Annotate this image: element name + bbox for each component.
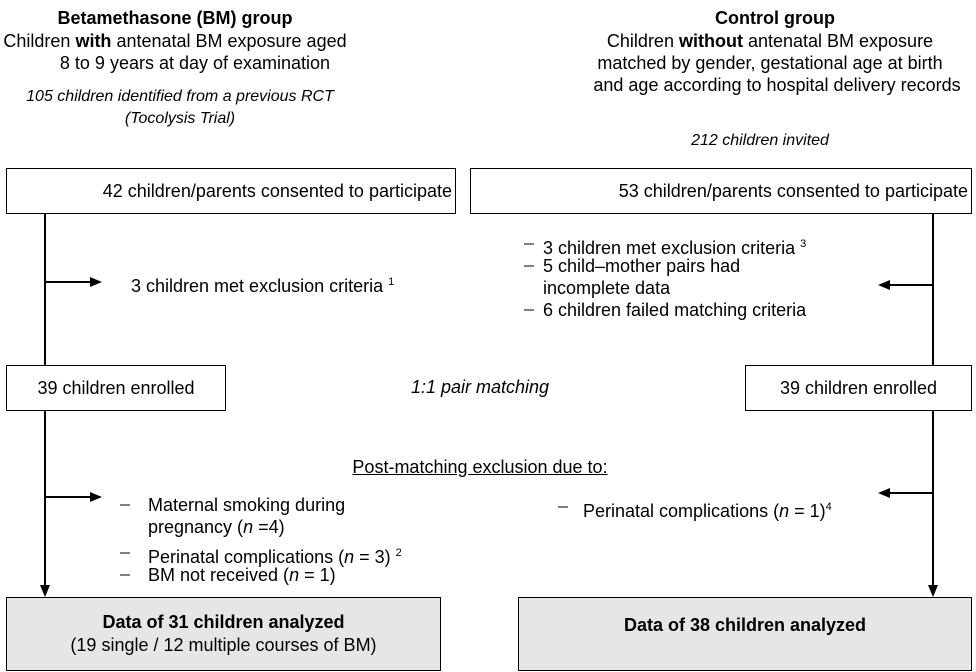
right-exclusion: 5 child–mother pairs had incomplete data	[543, 255, 740, 299]
left-post-exclusion: BM not received (n = 1)	[148, 564, 336, 586]
text-part: 5 child–mother pairs had	[543, 256, 741, 276]
right-title: Control group	[715, 8, 835, 28]
matching-label: 1:1 pair matching	[410, 377, 550, 397]
text-part: (Tocolysis Trial)	[124, 110, 236, 127]
right-source: 212 children invited	[691, 132, 829, 149]
text-part: 3	[800, 238, 807, 250]
text-part: n	[289, 565, 300, 585]
left-title: Betamethasone (BM) group	[57, 8, 293, 28]
text-part: matched by gender, gestational age at bi…	[597, 53, 943, 73]
left-consented-box: 42 children/parents consented to partici…	[6, 168, 456, 214]
text-part: 1	[388, 276, 395, 288]
text-part: = 1)	[789, 501, 826, 521]
right-enrolled-box: 39 children enrolled	[745, 365, 972, 411]
text-part: n	[779, 501, 790, 521]
right-consented-box: 53 children/parents consented to partici…	[470, 168, 972, 214]
left-post-exclusion: Maternal smoking during pregnancy (n =4)	[148, 494, 345, 538]
left-enrolled-box: 39 children enrolled	[6, 365, 226, 411]
left-exclusion: 3 children met exclusion criteria 1	[131, 271, 394, 297]
text-part: antenatal BM exposure	[742, 31, 934, 51]
text-part: Perinatal complications (	[583, 501, 780, 521]
text-part: 105 children identified from a previous …	[26, 88, 334, 105]
text-part: incomplete data	[543, 278, 671, 298]
left-post-exclusion: Perinatal complications (n = 3) 2	[148, 542, 402, 568]
text-part: and age according to hospital delivery r…	[593, 75, 961, 95]
post-matching-heading: Post-matching exclusion due to:	[352, 457, 608, 477]
text-part: Perinatal complications (	[148, 547, 345, 567]
text-part: BM not received (	[148, 565, 290, 585]
text-part: n	[243, 517, 254, 537]
text-part: = 1)	[299, 565, 336, 585]
text-part: 4	[825, 501, 832, 513]
text-part: Children	[606, 31, 679, 51]
text-part: Children	[3, 31, 76, 51]
text-part: Maternal smoking during	[148, 495, 346, 515]
text-part: pregnancy (	[148, 517, 244, 537]
left-subtitle: Children with antenatal BM exposure aged…	[3, 30, 346, 74]
left-result-box: Data of 31 children analyzed (19 single /…	[6, 597, 441, 671]
text-part: (19 single / 12 multiple courses of BM)	[70, 635, 377, 655]
text-part: Data of 38 children analyzed	[623, 615, 867, 635]
right-subtitle: Children without antenatal BM exposure ma…	[579, 30, 960, 96]
text-part: = 3)	[354, 547, 396, 567]
text-part: 8 to 9 years at day of examination	[59, 53, 331, 73]
text-part: 3 children met exclusion criteria	[131, 276, 389, 296]
right-exclusion: 6 children failed matching criteria	[543, 300, 807, 320]
text-part: =4)	[253, 517, 285, 537]
text-part: with	[75, 31, 112, 51]
right-result-box: Data of 38 children analyzed	[518, 597, 972, 671]
left-source: 105 children identified from a previous …	[26, 86, 334, 130]
text-part: 3 children met exclusion criteria	[543, 238, 801, 258]
right-post-exclusion: Perinatal complications (n = 1)4	[583, 496, 832, 522]
text-part: without	[678, 31, 743, 51]
text-part: n	[344, 547, 355, 567]
text-part: antenatal BM exposure aged	[111, 31, 347, 51]
text-part: Data of 31 children analyzed	[102, 612, 345, 632]
text-part: 2	[395, 547, 402, 559]
right-exclusion: 3 children met exclusion criteria 3	[543, 233, 806, 259]
